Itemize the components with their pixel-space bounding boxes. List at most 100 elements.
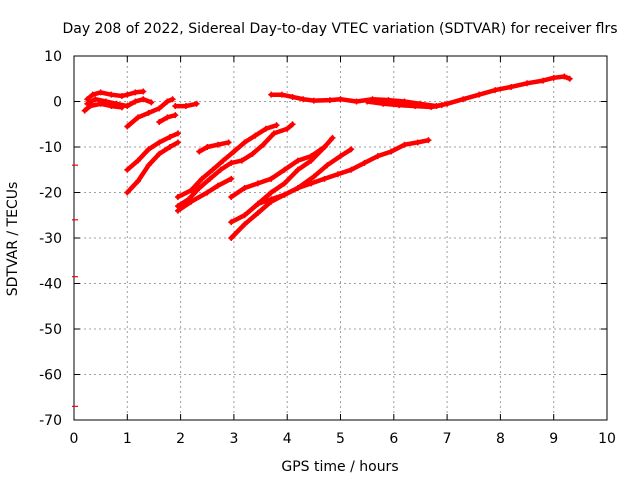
data-point bbox=[321, 144, 328, 150]
data-track-line bbox=[175, 122, 279, 200]
data-point bbox=[566, 75, 573, 82]
data-point bbox=[460, 96, 467, 103]
data-point bbox=[156, 150, 163, 157]
x-tick-label: 8 bbox=[496, 431, 505, 447]
data-point bbox=[204, 189, 211, 196]
data-point bbox=[214, 182, 221, 189]
data-point bbox=[425, 137, 432, 144]
data-point bbox=[134, 114, 141, 121]
data-point bbox=[540, 77, 547, 84]
data-point bbox=[204, 144, 211, 150]
axis-ticks: 0 1 2 3 4 5 6 7 8 9 10 10 0 -10 -20 -30 -40 -50 -60 -70 bbox=[39, 49, 616, 447]
x-tick-label: 7 bbox=[443, 431, 452, 447]
data-track bbox=[156, 112, 179, 125]
data-point bbox=[254, 200, 261, 207]
data-track bbox=[174, 175, 235, 214]
data-point bbox=[81, 107, 88, 114]
data-point bbox=[284, 125, 291, 132]
data-point bbox=[97, 100, 104, 107]
data-point bbox=[310, 173, 317, 180]
data-point bbox=[334, 171, 341, 178]
data-point bbox=[396, 102, 403, 109]
data-point bbox=[196, 184, 203, 191]
data-track bbox=[174, 122, 280, 201]
data-point bbox=[134, 178, 141, 185]
data-point bbox=[273, 122, 280, 129]
data-point bbox=[156, 118, 163, 125]
data-point bbox=[241, 212, 248, 219]
data-point bbox=[174, 130, 181, 137]
y-tick-label: 10 bbox=[44, 49, 62, 65]
data-point bbox=[188, 198, 195, 205]
data-point bbox=[300, 96, 307, 103]
data-point bbox=[492, 87, 499, 94]
data-point bbox=[337, 96, 344, 103]
data-point bbox=[89, 91, 96, 98]
data-point bbox=[174, 194, 181, 201]
data-point bbox=[164, 114, 171, 121]
data-track bbox=[228, 144, 328, 201]
data-track bbox=[124, 96, 176, 130]
data-point bbox=[476, 91, 483, 98]
data-point bbox=[148, 99, 155, 106]
data-point bbox=[228, 159, 235, 166]
x-axis-label: GPS time / hours bbox=[281, 459, 398, 475]
data-track bbox=[268, 73, 573, 110]
data-track bbox=[124, 139, 181, 196]
data-point bbox=[438, 102, 445, 109]
data-point bbox=[326, 97, 333, 104]
data-point bbox=[228, 175, 235, 182]
data-point bbox=[108, 91, 115, 98]
data-point bbox=[174, 207, 181, 214]
x-tick-label: 5 bbox=[336, 431, 345, 447]
data-point bbox=[166, 144, 173, 150]
data-point bbox=[241, 139, 248, 146]
data-point bbox=[268, 196, 275, 203]
data-point bbox=[361, 159, 368, 166]
data-point bbox=[324, 162, 331, 169]
data-point bbox=[294, 166, 301, 173]
data-point bbox=[241, 221, 248, 228]
data-track-line bbox=[255, 137, 431, 207]
data-track bbox=[124, 130, 181, 173]
data-point bbox=[124, 103, 131, 110]
data-point bbox=[268, 189, 275, 196]
x-tick-label: 4 bbox=[283, 431, 292, 447]
data-point bbox=[252, 132, 259, 139]
data-point bbox=[172, 112, 179, 119]
data-point bbox=[289, 93, 296, 100]
y-tick-label: 0 bbox=[53, 95, 62, 111]
x-tick-label: 0 bbox=[70, 431, 79, 447]
data-point bbox=[118, 93, 125, 100]
data-point bbox=[329, 134, 336, 141]
data-point bbox=[214, 141, 221, 148]
data-point bbox=[145, 109, 152, 116]
data-point bbox=[172, 103, 179, 110]
data-point bbox=[364, 98, 371, 105]
data-point bbox=[174, 139, 181, 146]
data-point bbox=[260, 141, 267, 148]
data-point bbox=[238, 157, 245, 164]
data-point bbox=[241, 184, 248, 191]
data-point bbox=[262, 125, 269, 132]
data-point bbox=[249, 150, 256, 157]
data-point bbox=[140, 88, 147, 95]
data-point bbox=[308, 153, 315, 160]
data-point bbox=[374, 153, 381, 160]
data-point bbox=[414, 139, 421, 146]
data-point bbox=[380, 100, 387, 107]
data-point bbox=[337, 153, 344, 160]
data-point bbox=[308, 180, 315, 187]
data-point bbox=[289, 121, 296, 128]
x-tick-label: 1 bbox=[123, 431, 132, 447]
data-track bbox=[172, 100, 200, 110]
data-point bbox=[230, 148, 237, 155]
data-track bbox=[174, 121, 296, 210]
data-point bbox=[92, 96, 99, 103]
y-tick-label: -60 bbox=[39, 368, 62, 384]
data-point bbox=[228, 219, 235, 226]
data-point bbox=[124, 166, 131, 173]
x-tick-label: 3 bbox=[229, 431, 238, 447]
data-point bbox=[353, 98, 360, 105]
